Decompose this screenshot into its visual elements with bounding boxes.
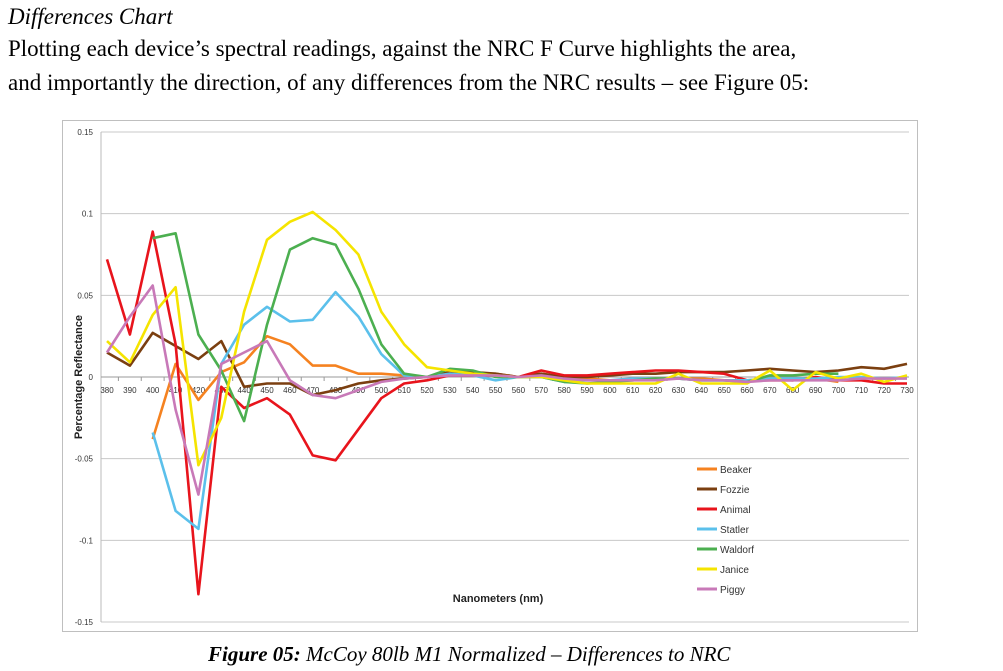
caption-text: McCoy 80lb M1 Normalized – Differences t… bbox=[300, 642, 731, 666]
x-tick-label: 420 bbox=[192, 386, 206, 395]
paragraph-line-1: Plotting each device’s spectral readings… bbox=[8, 36, 797, 61]
paragraph-line-2: and importantly the direction, of any di… bbox=[8, 70, 810, 95]
x-tick-label: 460 bbox=[283, 386, 297, 395]
chart-svg: 0.15 0.1 0.05 0 -0.05 -0.1 -0.15 380 390 400 410 4… bbox=[73, 128, 919, 627]
x-tick-label: 720 bbox=[877, 386, 891, 395]
series-line-piggy bbox=[105, 284, 907, 496]
x-tick-label: 710 bbox=[855, 386, 869, 395]
x-tick-label: 650 bbox=[717, 386, 731, 395]
x-tick-label: 590 bbox=[580, 386, 594, 395]
series-line-animal bbox=[105, 230, 907, 596]
x-tick-label: 620 bbox=[649, 386, 663, 395]
legend-label: Beaker bbox=[720, 465, 752, 476]
figure-caption: Figure 05: McCoy 80lb M1 Normalized – Di… bbox=[208, 642, 730, 667]
x-tick-label: 570 bbox=[535, 386, 549, 395]
x-tick-label: 540 bbox=[466, 386, 480, 395]
x-tick-label: 440 bbox=[237, 386, 251, 395]
y-tick-label: 0.1 bbox=[82, 210, 94, 219]
y-tick-label: -0.15 bbox=[75, 618, 94, 627]
x-tick-label: 400 bbox=[146, 386, 160, 395]
x-tick-label: 520 bbox=[420, 386, 434, 395]
x-tick-label: 500 bbox=[375, 386, 389, 395]
x-tick-label: 380 bbox=[100, 386, 114, 395]
x-tick-label: 690 bbox=[809, 386, 823, 395]
differences-chart: 0.15 0.1 0.05 0 -0.05 -0.1 -0.15 380 390 400 410 4… bbox=[62, 120, 919, 632]
series-line-janice bbox=[106, 210, 908, 467]
legend-label: Waldorf bbox=[720, 545, 754, 556]
y-tick-label: -0.05 bbox=[75, 455, 94, 464]
x-tick-label: 410 bbox=[169, 386, 183, 395]
x-tick-label: 670 bbox=[763, 386, 777, 395]
x-tick-label: 390 bbox=[123, 386, 137, 395]
x-tick-label: 610 bbox=[626, 386, 640, 395]
y-tick-label: 0.15 bbox=[77, 128, 93, 137]
x-tick-label: 730 bbox=[900, 386, 914, 395]
x-tick-label: 470 bbox=[306, 386, 320, 395]
x-tick-label: 530 bbox=[443, 386, 457, 395]
chart-legend: Beaker Fozzie Animal Statler Waldorf Janice Pi… bbox=[697, 465, 754, 596]
x-tick-label: 600 bbox=[603, 386, 617, 395]
legend-label: Animal bbox=[720, 505, 751, 516]
x-tick-label: 660 bbox=[740, 386, 754, 395]
legend-label: Piggy bbox=[720, 585, 745, 596]
x-tick-label: 450 bbox=[260, 386, 274, 395]
x-tick-label: 510 bbox=[397, 386, 411, 395]
legend-label: Fozzie bbox=[720, 485, 750, 496]
x-tick-label: 580 bbox=[557, 386, 571, 395]
y-axis-label: Percentage Reflectance bbox=[73, 315, 85, 439]
legend-label: Statler bbox=[720, 525, 750, 536]
x-tick-label: 560 bbox=[512, 386, 526, 395]
section-heading: Differences Chart bbox=[8, 4, 173, 29]
legend-label: Janice bbox=[720, 565, 749, 576]
x-tick-label: 630 bbox=[672, 386, 686, 395]
y-tick-label: 0.05 bbox=[77, 291, 93, 300]
x-tick-label: 700 bbox=[832, 386, 846, 395]
x-tick-label: 640 bbox=[695, 386, 709, 395]
x-axis-label: Nanometers (nm) bbox=[453, 593, 544, 605]
y-tick-label: -0.1 bbox=[79, 536, 93, 545]
caption-label: Figure 05: bbox=[208, 642, 301, 666]
x-tick-label: 550 bbox=[489, 386, 503, 395]
y-tick-label: 0 bbox=[89, 373, 94, 382]
